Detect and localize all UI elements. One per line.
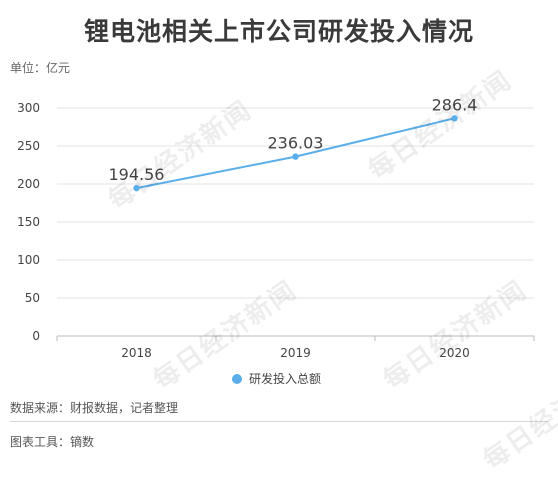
y-tick-label: 100 — [17, 253, 40, 267]
y-tick-label: 0 — [32, 329, 40, 343]
data-label: 194.56 — [109, 165, 165, 184]
y-axis-ticks: 0 50 100 150 200 250 300 — [17, 101, 40, 343]
series-layer: 194.56 236.03 286.4 — [109, 95, 478, 192]
divider — [10, 421, 548, 422]
chart-title: 锂电池相关上市公司研发投入情况 — [83, 17, 474, 46]
legend-marker — [232, 373, 242, 384]
data-label: 236.03 — [268, 134, 324, 153]
legend-label: 研发投入总额 — [249, 372, 322, 386]
y-tick-label: 250 — [17, 139, 40, 153]
y-tick-label: 200 — [17, 177, 40, 191]
data-point — [451, 115, 458, 122]
x-tick-label: 2020 — [439, 346, 470, 360]
legend: 研发投入总额 — [232, 370, 321, 387]
y-tick-label: 300 — [17, 101, 40, 115]
series-line — [136, 117, 455, 190]
data-point — [292, 153, 299, 160]
gridlines — [57, 107, 534, 299]
y-tick-label: 50 — [25, 291, 40, 305]
data-point — [133, 184, 140, 192]
x-tick-label: 2018 — [121, 346, 152, 360]
chart-tool-credit: 图表工具：镝数 — [10, 435, 95, 449]
unit-label: 单位：亿元 — [10, 61, 71, 75]
x-tick-label: 2019 — [280, 346, 311, 360]
data-source: 数据来源：财报数据，记者整理 — [10, 401, 179, 415]
y-tick-label: 150 — [17, 215, 40, 229]
data-label: 286.4 — [432, 95, 478, 114]
x-axis: 2018 2019 2020 — [56, 335, 535, 360]
